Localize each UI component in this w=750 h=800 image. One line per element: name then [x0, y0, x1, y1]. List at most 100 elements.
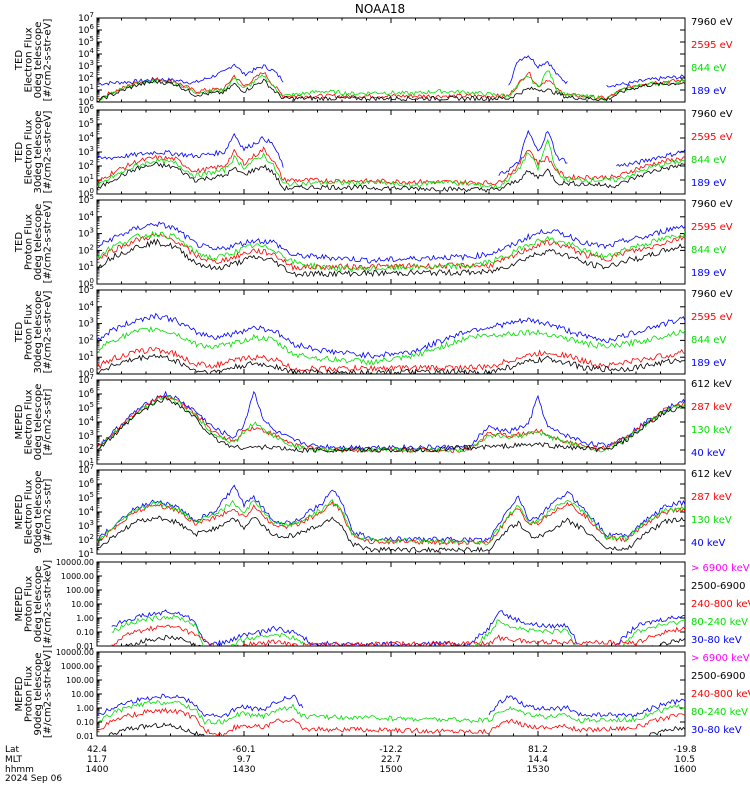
footer-lat-value: -12.2: [379, 745, 402, 755]
footer-hhmm-value: 1600: [674, 765, 697, 775]
series-group: [97, 221, 685, 278]
ytick-label: 10000.00: [56, 558, 94, 567]
ytick-label: 100.00: [66, 586, 94, 595]
y-axis-label: TEDProton Flux30deg telescope[#/cm2-s-st…: [14, 290, 54, 373]
footer-hhmm-value: 1500: [380, 765, 403, 775]
series-group: [97, 693, 685, 736]
ytick-label: 100.00: [66, 676, 94, 685]
footer-mlt-value: 11.7: [87, 755, 107, 765]
footer-row-label: MLT: [5, 755, 23, 765]
y-axis-label-line: Proton Flux: [23, 304, 34, 360]
footer-mlt-value: 10.5: [675, 755, 695, 765]
y-axis-label-line: 0deg telescope: [33, 384, 44, 461]
legend-entry: 287 keV: [691, 492, 732, 503]
legend-entry: 240-800 keV: [691, 599, 750, 610]
legend-entry: 612 keV: [691, 469, 732, 480]
series-green: [111, 614, 685, 646]
y-axis-label-line: Electron Flux: [23, 479, 34, 544]
y-axis-label-line: [#/cm2-s-str]: [42, 388, 53, 455]
y-axis-label-line: Electron Flux: [23, 119, 34, 184]
ytick-label: 10000.00: [56, 648, 94, 657]
legend-entry: 2595 eV: [691, 312, 733, 323]
legend-entry: 80-240 keV: [691, 707, 748, 718]
series-blue: [97, 484, 685, 544]
legend-entry: 7960 eV: [691, 109, 733, 120]
footer-lat-value: -19.8: [673, 745, 697, 755]
series-black: [97, 238, 685, 278]
ytick-label: 0.10: [76, 718, 94, 727]
y-axis-label-line: Electron Flux: [23, 27, 34, 92]
y-axis-label-line: 0deg telescope: [33, 566, 44, 643]
footer-row-label: Lat: [5, 745, 20, 755]
legend-entry: 189 eV: [691, 86, 726, 97]
y-axis-label: TEDElectron Flux30deg telescope[#/cm2-s-…: [14, 110, 54, 193]
ytick-label: 10.00: [71, 690, 94, 699]
footer-row-label: 2024 Sep 06: [5, 774, 62, 784]
plot-title: NOAA18: [355, 2, 405, 16]
y-axis-label-line: 0deg telescope: [33, 204, 44, 281]
series-red: [97, 347, 685, 373]
legend-entry: 189 eV: [691, 178, 726, 189]
legend-entry: 189 eV: [691, 358, 726, 369]
legend-entry: 2595 eV: [691, 222, 733, 233]
ytick-label: 1.00: [76, 614, 94, 623]
legend-entry: 130 keV: [691, 515, 732, 526]
series-green: [97, 325, 685, 366]
y-axis-label-line: [#/cm2-s-str-eV]: [42, 19, 53, 102]
series-blue: [97, 312, 685, 359]
y-axis-label-line: TED: [14, 322, 25, 343]
series-blue: [97, 55, 685, 88]
series-black: [97, 395, 685, 453]
legend-entry: 844 eV: [691, 335, 726, 346]
ytick-label: 1.00: [76, 704, 94, 713]
y-axis-label-line: 30deg telescope: [33, 290, 44, 373]
legend-entry: 7960 eV: [691, 199, 733, 210]
series-black: [108, 722, 685, 736]
y-axis-label-line: TED: [14, 232, 25, 253]
y-axis-label-line: [#/cm2-s-str-eV]: [42, 291, 53, 374]
legend-entry: 130 keV: [691, 425, 732, 436]
y-axis-label: TEDElectron Flux0deg telescope[#/cm2-s-s…: [14, 19, 54, 102]
footer-mlt-value: 9.7: [237, 755, 251, 765]
legend-entry: 844 eV: [691, 63, 726, 74]
series-group: [97, 484, 685, 554]
legend-entry: 80-240 keV: [691, 617, 748, 628]
legend-entry: 240-800 keV: [691, 689, 750, 700]
y-axis-label-line: [#/cm2-s-str]: [42, 478, 53, 545]
y-axis-label: MEPEDElectron Flux0deg telescope[#/cm2-s…: [14, 384, 54, 461]
legend-entry: 844 eV: [691, 155, 726, 166]
series-blue: [97, 693, 685, 719]
footer-lat-value: 81.2: [528, 745, 548, 755]
footer-row-label: hhmm: [5, 765, 34, 775]
y-axis-label-line: 0deg telescope: [33, 22, 44, 99]
y-axis-label-line: [#/cm2-s-str-eV]: [42, 111, 53, 194]
legend-entry: 612 keV: [691, 379, 732, 390]
legend-entry: 30-80 keV: [691, 635, 742, 646]
panel-7: 0.010.101.0010.00100.001000.0010000.00ME…: [14, 558, 750, 651]
legend-entry: 189 eV: [691, 268, 726, 279]
series-blue: [97, 129, 685, 176]
y-axis-label: TEDProton Flux0deg telescope[#/cm2-s-str…: [14, 201, 54, 284]
footer-lat-value: -60.1: [232, 745, 255, 755]
footer-mlt-value: 14.4: [528, 755, 548, 765]
panel-8: 0.010.101.0010.00100.001000.0010000.00ME…: [14, 648, 750, 741]
y-axis-label-line: Proton Flux: [23, 214, 34, 270]
legend-entry: 844 eV: [691, 245, 726, 256]
series-blue: [97, 221, 685, 264]
ytick-label: 0.01: [76, 732, 94, 741]
ytick-label: 0.10: [76, 628, 94, 637]
series-black: [97, 515, 685, 554]
series-red: [97, 233, 685, 272]
series-green: [97, 498, 685, 546]
y-axis-label: MEPEDProton Flux90deg telescope[#/cm2-s-…: [14, 650, 54, 738]
footer-mlt-value: 22.7: [381, 755, 401, 765]
legend-entry: 7960 eV: [691, 17, 733, 28]
